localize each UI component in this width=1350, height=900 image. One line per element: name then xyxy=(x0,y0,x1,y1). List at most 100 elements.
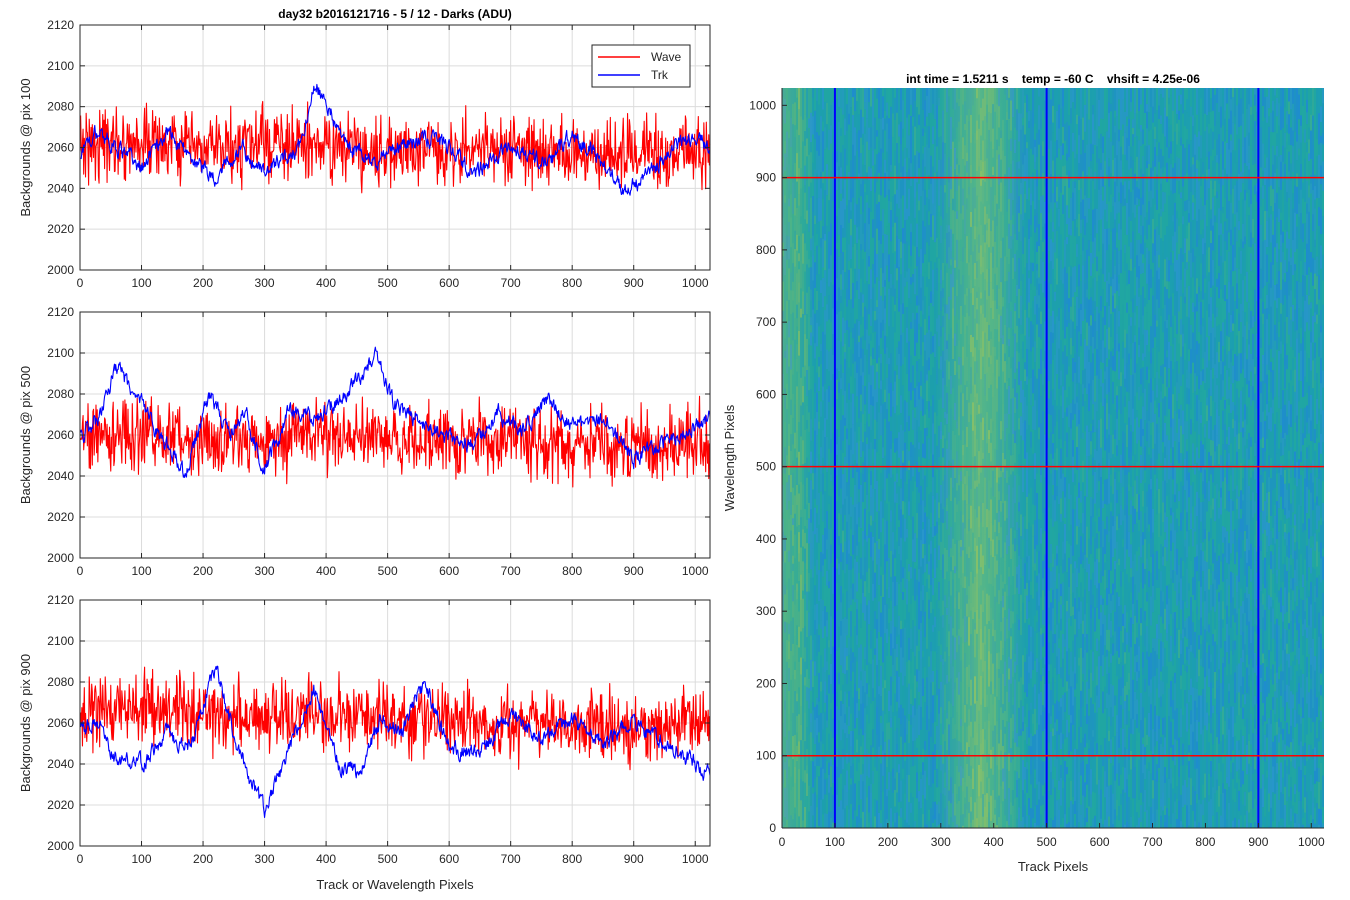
heatmap-streak xyxy=(910,649,912,662)
heatmap-streak xyxy=(838,311,840,341)
heatmap-streak xyxy=(928,718,930,732)
heatmap-streak xyxy=(838,166,840,182)
heatmap-streak xyxy=(880,442,882,473)
heatmap-streak xyxy=(920,231,922,250)
heatmap-streak xyxy=(850,449,852,466)
heatmap-streak xyxy=(902,195,904,211)
heatmap-streak xyxy=(842,176,844,190)
heatmap-streak xyxy=(818,421,820,429)
heatmap-streak xyxy=(874,799,876,817)
heatmap-streak xyxy=(830,389,832,413)
y-axis-label: Backgrounds @ pix 100 xyxy=(18,78,33,216)
y-tick-label: 2100 xyxy=(47,346,74,360)
heatmap-streak xyxy=(824,735,826,758)
heatmap-streak xyxy=(900,413,902,425)
heatmap-streak xyxy=(926,824,928,828)
heatmap-streak xyxy=(902,243,904,273)
heatmap-streak xyxy=(864,283,866,307)
heatmap-streak xyxy=(886,226,888,235)
heatmap-streak xyxy=(870,664,872,674)
heatmap-streak xyxy=(872,600,874,633)
heatmap-streak xyxy=(932,631,934,652)
heatmap-streak xyxy=(896,112,898,143)
x-tick-label: 600 xyxy=(439,276,459,290)
heatmap-streak xyxy=(918,88,920,115)
heatmap-streak xyxy=(894,88,896,98)
heatmap-streak xyxy=(870,745,872,757)
heatmap-streak xyxy=(832,492,834,521)
heatmap-streak xyxy=(918,801,920,810)
heatmap-streak xyxy=(836,583,838,612)
heatmap-streak xyxy=(892,327,894,340)
heatmap-streak xyxy=(908,216,910,246)
heatmap-streak xyxy=(862,281,864,295)
heatmap-streak xyxy=(852,703,854,731)
x-axis-label: Track or Wavelength Pixels xyxy=(316,877,474,892)
heatmap-streak xyxy=(876,749,878,771)
heatmap-streak xyxy=(820,172,822,189)
heatmap-streak xyxy=(898,520,900,527)
heatmap-streak xyxy=(896,374,898,406)
heatmap-streak xyxy=(826,585,828,598)
heatmap-streak xyxy=(830,105,832,126)
heatmap-streak xyxy=(926,210,928,243)
heatmap-streak xyxy=(896,88,898,113)
heatmap-streak xyxy=(928,262,930,280)
heatmap-streak xyxy=(884,197,886,214)
heatmap-streak xyxy=(916,772,918,782)
heatmap-streak xyxy=(860,627,862,645)
heatmap-streak xyxy=(898,116,900,125)
heatmap-streak xyxy=(860,324,862,338)
heatmap-streak xyxy=(874,419,876,439)
heatmap-streak xyxy=(920,287,922,311)
heatmap-streak xyxy=(928,438,930,460)
heatmap-streak xyxy=(876,319,878,335)
heatmap-streak xyxy=(886,336,888,348)
heatmap-streak xyxy=(900,704,902,725)
heatmap-streak xyxy=(814,758,816,767)
heatmap-streak xyxy=(818,391,820,404)
heatmap-streak xyxy=(838,750,840,778)
heatmap-streak xyxy=(922,145,924,154)
heatmap-streak xyxy=(874,542,876,573)
heatmap-streak xyxy=(932,240,934,270)
heatmap-streak xyxy=(842,474,844,505)
heatmap-streak xyxy=(838,88,840,107)
heatmap-streak xyxy=(828,569,830,582)
heatmap-streak xyxy=(894,430,896,439)
heatmap-streak xyxy=(816,245,818,275)
heatmap-streak xyxy=(886,115,888,124)
heatmap-streak xyxy=(868,466,870,474)
heatmap-streak xyxy=(894,806,896,813)
heatmap-streak xyxy=(932,723,934,743)
heatmap-streak xyxy=(846,591,848,619)
heatmap-streak xyxy=(876,363,878,372)
heatmap-streak xyxy=(898,136,900,163)
heatmap-streak xyxy=(914,407,916,418)
heatmap-streak xyxy=(850,497,852,517)
heatmap-streak xyxy=(850,349,852,377)
heatmap-streak xyxy=(858,710,860,735)
heatmap-streak xyxy=(820,88,822,117)
heatmap-streak xyxy=(916,295,918,306)
heatmap-streak xyxy=(860,644,862,672)
heatmap-streak xyxy=(816,173,818,199)
heatmap-streak xyxy=(838,136,840,167)
heatmap-streak xyxy=(908,460,910,471)
heatmap-streak xyxy=(848,461,850,485)
heatmap-streak xyxy=(922,500,924,522)
heatmap-streak xyxy=(882,489,884,519)
heatmap-streak xyxy=(898,554,900,584)
heatmap-streak xyxy=(932,609,934,626)
heatmap-streak xyxy=(924,254,926,273)
heatmap-streak xyxy=(904,742,906,762)
heatmap-streak xyxy=(872,449,874,464)
heatmap-streak xyxy=(924,666,926,688)
heatmap-streak xyxy=(872,488,874,521)
heatmap-streak xyxy=(916,151,918,164)
heatmap-streak xyxy=(890,633,892,656)
heatmap-streak xyxy=(916,266,918,296)
heatmap-streak xyxy=(914,533,916,563)
x-tick-label: 300 xyxy=(255,564,275,578)
